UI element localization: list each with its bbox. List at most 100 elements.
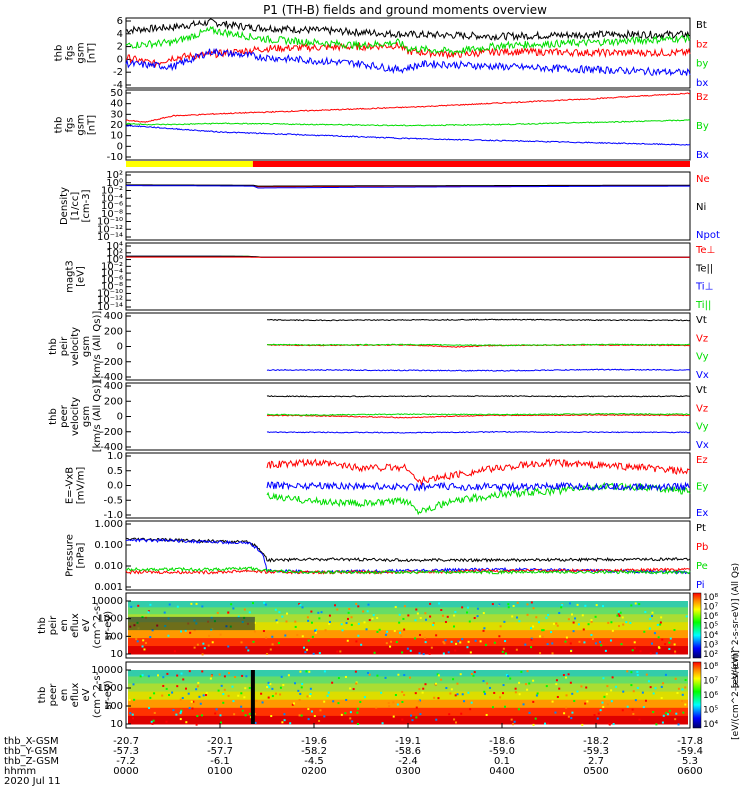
spectrogram-pixel [573,630,575,632]
spectrogram-pixel [536,695,538,697]
spectrogram-pixel [208,635,210,637]
y-tick-label: 0 [117,54,123,65]
spectrogram-pixel [255,700,257,702]
spectrogram-pixel [528,682,530,684]
colorbar-tick-label: 10⁴ [703,720,718,730]
spectrogram-pixel [334,604,336,606]
spectrogram-pixel [650,686,652,688]
spectrogram-pixel [202,653,204,655]
spectrogram-pixel [664,643,666,645]
spectrogram-pixel [662,682,664,684]
spectrogram-pixel [554,712,556,714]
spectrogram-pixel [148,675,150,677]
legend-entry: Pe [696,561,708,572]
spectrogram-pixel [382,722,384,724]
spectrogram-pixel [528,712,530,714]
spectrogram-pixel [582,614,584,616]
spectrogram-pixel [419,634,421,636]
spectrogram-pixel [245,675,247,677]
spectrogram-pixel [684,704,686,706]
spectrogram-pixel [268,682,270,684]
spectrogram-pixel [486,682,488,684]
y-tick-label: 200 [104,326,123,337]
spectrogram-pixel [651,612,653,614]
spectrogram-pixel [512,723,514,725]
spectrogram-pixel [437,697,439,699]
spectrogram-pixel [480,640,482,642]
spectrogram-pixel [460,713,462,715]
spectrogram-pixel [486,714,488,716]
spectrogram-pixel [650,653,652,655]
spectrogram-pixel [658,647,660,649]
spectrogram-pixel [357,708,359,710]
spectrogram-pixel [507,603,509,605]
spectrogram-pixel [657,624,659,626]
spectrogram-pixel [621,643,623,645]
spectrogram-pixel [374,652,376,654]
spectrogram-pixel [451,641,453,643]
spectrogram-pixel [629,622,631,624]
spectrogram-pixel [570,682,572,684]
spectrogram-pixel [518,682,520,684]
spectrogram-pixel [369,619,371,621]
spectrogram-pixel [293,702,295,704]
spectrogram-pixel [201,714,203,716]
colorbar-tick-label: 10⁵ [703,622,718,632]
spectrogram-pixel [357,723,359,725]
spectrogram-pixel [175,714,177,716]
spectrogram-pixel [445,621,447,623]
spectrogram-pixel [376,617,378,619]
spectrogram-pixel [527,614,529,616]
spectrogram-pixel [578,641,580,643]
spectrogram-pixel [438,674,440,676]
panel-frame [126,243,690,310]
spectrogram-pixel [432,624,434,626]
y-tick-label: 0 [117,141,123,152]
spectrogram-pixel [557,625,559,627]
y-tick-label: 50 [110,88,123,99]
spectrogram-pixel [472,675,474,677]
spectrogram-pixel [429,616,431,618]
colorbar-tick-label: 10⁷ [703,677,718,687]
legend-entry: Bx [696,150,709,161]
legend-entry: Bz [696,92,708,103]
spectrogram-pixel [573,700,575,702]
y-label-line: Density [59,187,70,225]
spectrogram-pixel [171,692,173,694]
spectrogram-pixel [557,696,559,698]
spectrogram-pixel [601,702,603,704]
spectrogram-pixel [424,612,426,614]
spectrogram-pixel [502,651,504,653]
spectrogram-pixel [401,701,403,703]
spectrogram-pixel [252,602,254,604]
legend-entry: Te⊥ [695,245,715,256]
spectrogram-pixel [542,636,544,638]
x-tick-label: 0600 [677,766,702,777]
series-Bt [126,19,690,40]
spectrogram-pixel [467,607,469,609]
spectrogram-pixel [345,699,347,701]
spectrogram-pixel [558,688,560,690]
legend-entry: Vx [696,370,709,381]
spectrogram-pixel [422,688,424,690]
spectrogram-pixel [674,643,676,645]
spectrogram-pixel [429,603,431,605]
legend-entry: Vz [696,403,708,414]
spectrogram-pixel [388,705,390,707]
spectrogram-pixel [149,636,151,638]
spectrogram-pixel [197,682,199,684]
colorbar-tick-label: 10³ [703,641,718,651]
spectrogram-pixel [551,642,553,644]
spectrogram-pixel [468,641,470,643]
spectrogram-pixel [129,712,131,714]
y-tick-label: 0.5 [107,466,123,477]
spectrogram-pixel [595,616,597,618]
spectrogram-pixel [262,701,264,703]
spectrogram-pixel [537,692,539,694]
spectrogram-pixel [419,713,421,715]
spectrogram-pixel [230,603,232,605]
